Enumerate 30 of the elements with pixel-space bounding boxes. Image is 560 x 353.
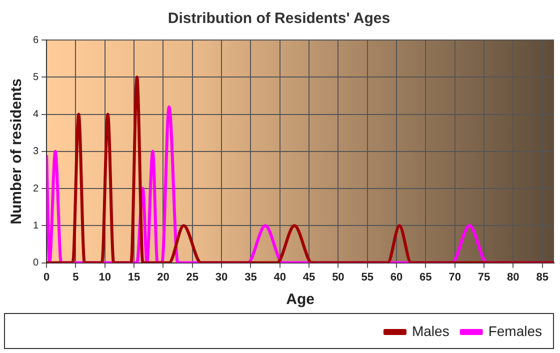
x-tick-label: 80 xyxy=(507,271,520,284)
x-tick-label: 15 xyxy=(128,271,140,284)
x-tick-label: 65 xyxy=(420,271,432,284)
y-tick-label: 0 xyxy=(33,258,39,269)
x-tick-label: 0 xyxy=(44,271,50,284)
y-tick-label: 1 xyxy=(33,220,39,232)
legend-label: Females xyxy=(488,322,542,339)
x-tick-label: 45 xyxy=(302,271,316,284)
x-tick-label: 35 xyxy=(244,271,257,284)
y-tick-label: 3 xyxy=(33,146,39,158)
x-tick-label: 40 xyxy=(274,271,286,284)
x-tick-label: 85 xyxy=(536,271,548,284)
y-tick-label: 4 xyxy=(33,109,39,120)
x-tick-label: 25 xyxy=(186,271,198,284)
x-axis-title: Age xyxy=(286,291,314,308)
x-tick-label: 55 xyxy=(361,271,374,284)
x-tick-label: 70 xyxy=(448,271,461,284)
x-tick-label: 75 xyxy=(478,271,490,284)
x-tick-label: 30 xyxy=(215,271,228,284)
x-tick-label: 50 xyxy=(332,271,344,284)
x-tick-label: 20 xyxy=(157,271,170,284)
y-tick-label: 6 xyxy=(33,34,39,46)
y-tick-label: 2 xyxy=(33,183,39,194)
x-tick-label: 5 xyxy=(72,271,79,284)
chart-title: Distribution of Residents' Ages xyxy=(168,10,390,28)
legend-label: Males xyxy=(412,322,450,339)
y-tick-label: 5 xyxy=(33,72,39,83)
y-axis-title: Number of residents xyxy=(8,78,26,224)
x-tick-label: 60 xyxy=(390,271,403,284)
x-tick-label: 10 xyxy=(98,271,112,284)
